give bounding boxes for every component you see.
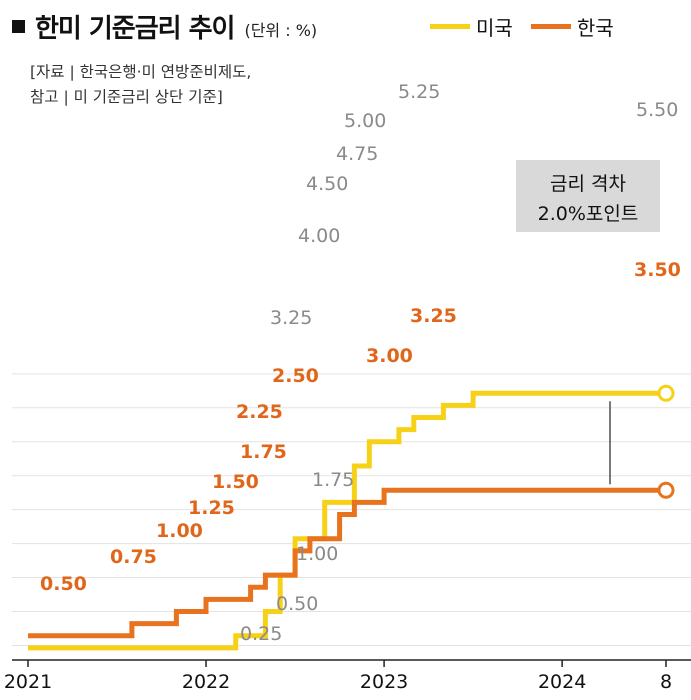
us-data-label: 0.50 xyxy=(276,593,318,615)
legend: 미국 한국 xyxy=(430,12,632,41)
us-data-label: 5.25 xyxy=(398,81,440,103)
kr-data-label: 1.00 xyxy=(156,520,203,542)
us-rate-line xyxy=(28,390,666,651)
kr-data-label: 3.00 xyxy=(366,345,413,367)
us-data-label: 1.75 xyxy=(312,469,354,491)
kr-data-label: 3.50 xyxy=(634,259,681,281)
us-end-marker xyxy=(657,384,675,402)
us-data-label: 1.00 xyxy=(296,543,338,565)
legend-us-label: 미국 xyxy=(476,16,513,40)
kr-data-label: 0.50 xyxy=(40,573,87,595)
legend-item-us: 미국 xyxy=(430,12,513,41)
chart-header: 한미 기준금리 추이 (단위 : %) xyxy=(12,8,317,44)
x-tick-label: 8 xyxy=(660,671,672,693)
kr-data-label: 3.25 xyxy=(410,305,457,327)
kr-end-marker xyxy=(657,481,675,499)
kr-data-label: 1.75 xyxy=(240,441,287,463)
us-data-label: 3.25 xyxy=(270,307,312,329)
source-note: [자료 | 한국은행·미 연방준비제도, 참고 | 미 기준금리 상단 기준] xyxy=(30,60,251,110)
us-data-label: 5.00 xyxy=(344,110,386,132)
gap-annotation-box xyxy=(516,160,660,232)
kr-data-label: 1.50 xyxy=(212,471,259,493)
x-tick-label: 2024 xyxy=(538,671,586,693)
x-tick-label: 2022 xyxy=(182,671,230,693)
us-data-label: 4.00 xyxy=(298,225,340,247)
us-data-label: 4.75 xyxy=(336,143,378,165)
x-tick-label: 2021 xyxy=(4,671,52,693)
gap-annotation-line-1: 금리 격차 xyxy=(550,173,626,195)
us-data-label: 5.50 xyxy=(636,99,678,121)
kr-data-label: 0.75 xyxy=(110,546,157,568)
kr-data-label: 2.50 xyxy=(272,365,319,387)
kr-data-label: 2.25 xyxy=(236,401,283,423)
legend-item-kr: 한국 xyxy=(530,12,614,41)
us-data-label: 4.50 xyxy=(306,173,348,195)
us-data-label: 0.25 xyxy=(240,623,282,645)
chart-title: 한미 기준금리 추이 xyxy=(35,13,235,44)
gap-annotation-line-2: 2.0%포인트 xyxy=(538,203,639,225)
source-line-2: 참고 | 미 기준금리 상단 기준] xyxy=(30,88,223,106)
legend-kr-line-icon xyxy=(530,24,571,29)
legend-kr-label: 한국 xyxy=(576,16,614,40)
kr-rate-line xyxy=(28,487,666,639)
source-line-1: [자료 | 한국은행·미 연방준비제도, xyxy=(30,63,252,81)
title-bullet-icon xyxy=(12,19,25,33)
legend-us-line-icon xyxy=(430,24,470,29)
unit-label: (단위 : %) xyxy=(244,21,318,40)
x-tick-label: 2023 xyxy=(360,671,408,693)
kr-data-label: 1.25 xyxy=(188,497,235,519)
